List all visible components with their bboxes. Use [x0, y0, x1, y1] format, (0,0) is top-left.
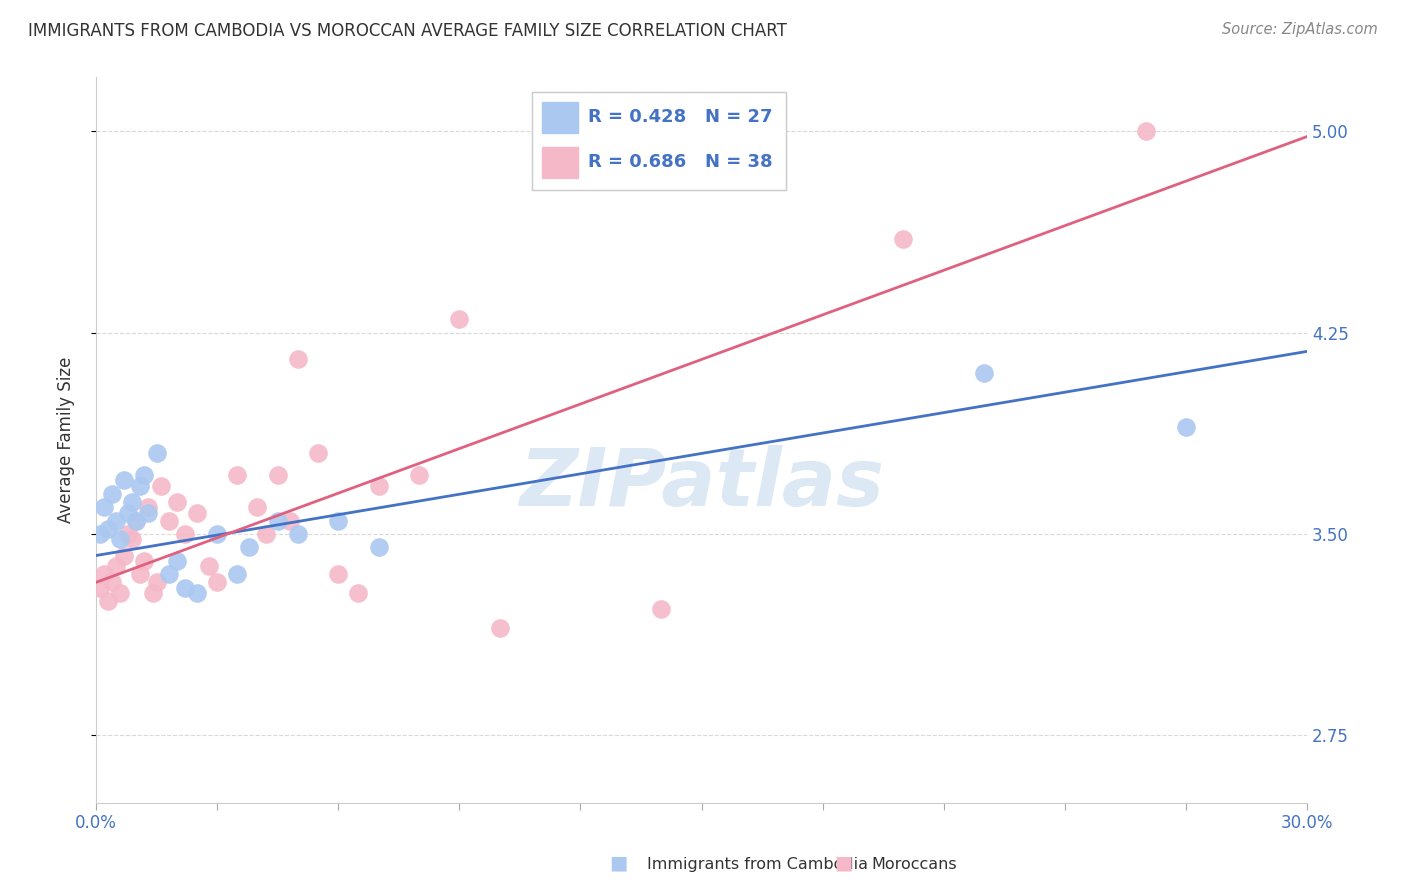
Text: Immigrants from Cambodia: Immigrants from Cambodia — [647, 857, 868, 872]
Point — [266, 467, 288, 482]
Point — [112, 473, 135, 487]
Point — [205, 527, 228, 541]
Point — [1175, 419, 1198, 434]
Point — [117, 506, 139, 520]
Text: IMMIGRANTS FROM CAMBODIA VS MOROCCAN AVERAGE FAMILY SIZE CORRELATION CHART: IMMIGRANTS FROM CAMBODIA VS MOROCCAN AVE… — [28, 22, 787, 40]
Y-axis label: Average Family Size: Average Family Size — [58, 357, 75, 524]
Point — [89, 581, 111, 595]
Point — [226, 467, 249, 482]
Point — [110, 533, 132, 547]
Point — [347, 586, 370, 600]
Point — [110, 586, 132, 600]
Point — [105, 514, 128, 528]
Point — [238, 541, 260, 555]
Point — [97, 522, 120, 536]
Point — [141, 586, 163, 600]
Point — [121, 533, 143, 547]
Point — [186, 586, 208, 600]
Text: Moroccans: Moroccans — [872, 857, 957, 872]
Point — [287, 527, 309, 541]
Point — [97, 594, 120, 608]
Point — [266, 514, 288, 528]
Text: ■: ■ — [834, 854, 853, 872]
Point — [173, 581, 195, 595]
Text: Source: ZipAtlas.com: Source: ZipAtlas.com — [1222, 22, 1378, 37]
Point — [157, 567, 180, 582]
Point — [254, 527, 277, 541]
Point — [89, 527, 111, 541]
Point — [112, 549, 135, 563]
Text: ZIPatlas: ZIPatlas — [519, 444, 884, 523]
Point — [125, 514, 148, 528]
Point — [367, 541, 389, 555]
Point — [328, 514, 350, 528]
Point — [101, 487, 124, 501]
Point — [166, 495, 188, 509]
Point — [449, 312, 471, 326]
Point — [367, 478, 389, 492]
Point — [205, 575, 228, 590]
Point — [145, 446, 167, 460]
Point — [145, 575, 167, 590]
Point — [129, 567, 152, 582]
Point — [149, 478, 172, 492]
Point — [1135, 124, 1157, 138]
Point — [173, 527, 195, 541]
Point — [121, 495, 143, 509]
Point — [166, 554, 188, 568]
Point — [157, 514, 180, 528]
Point — [650, 602, 672, 616]
Point — [117, 527, 139, 541]
Point — [134, 467, 156, 482]
Point — [328, 567, 350, 582]
Point — [226, 567, 249, 582]
Point — [125, 514, 148, 528]
Point — [105, 559, 128, 574]
Point — [408, 467, 430, 482]
Point — [198, 559, 221, 574]
Point — [93, 500, 115, 515]
Point — [246, 500, 269, 515]
Point — [138, 506, 160, 520]
Point — [186, 506, 208, 520]
Point — [101, 575, 124, 590]
Point — [93, 567, 115, 582]
Point — [488, 621, 510, 635]
Point — [287, 352, 309, 367]
Point — [973, 366, 995, 380]
Point — [278, 514, 301, 528]
Text: ■: ■ — [609, 854, 628, 872]
Point — [893, 231, 915, 245]
Point — [134, 554, 156, 568]
Point — [138, 500, 160, 515]
Point — [129, 478, 152, 492]
Point — [307, 446, 329, 460]
